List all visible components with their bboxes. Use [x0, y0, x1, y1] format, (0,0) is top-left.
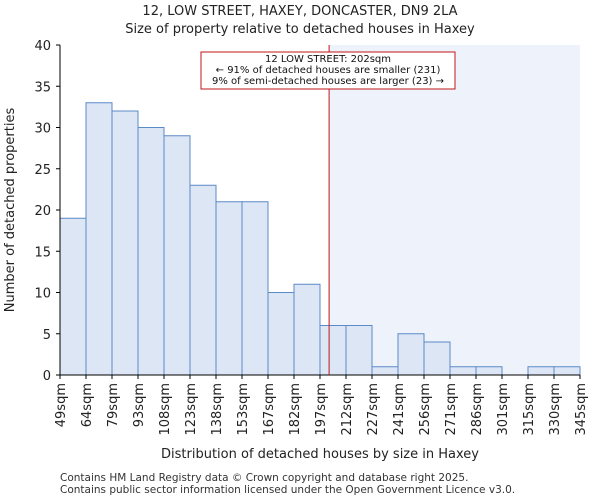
- bar-138sqm: [215, 201, 243, 376]
- y-axis-label: Number of detached properties: [3, 108, 18, 313]
- bar-271sqm: [449, 366, 477, 376]
- annotation-line-1: 12 LOW STREET: 202sqm: [265, 54, 391, 65]
- y-tick-label: 40: [34, 39, 51, 54]
- y-tick-label: 15: [34, 245, 51, 260]
- y-tick-label: 30: [34, 122, 51, 137]
- bar-79sqm: [111, 110, 139, 376]
- x-tick-label: 197sqm: [314, 383, 329, 436]
- y-tick-label: 5: [43, 328, 51, 343]
- bar-286sqm: [475, 366, 503, 376]
- bar-197sqm: [319, 325, 347, 376]
- chart-subtitle: Size of property relative to detached ho…: [125, 22, 475, 37]
- footer-line-1: Contains HM Land Registry data © Crown c…: [60, 472, 468, 484]
- y-ticks: 0 5 10 15 20 25 30 35 40: [34, 39, 60, 384]
- x-tick-label: 64sqm: [80, 383, 95, 427]
- bar-123sqm: [189, 184, 217, 376]
- x-tick-label: 345sqm: [574, 383, 589, 436]
- annotation-line-2: ← 91% of detached houses are smaller (23…: [216, 65, 441, 76]
- x-tick-label: 49sqm: [54, 383, 69, 427]
- bar-182sqm: [293, 283, 321, 376]
- y-tick-label: 35: [34, 80, 51, 95]
- x-tick-label: 108sqm: [158, 383, 173, 436]
- bar-256sqm: [423, 341, 451, 376]
- bar-315sqm: [527, 366, 555, 376]
- bar-93sqm: [137, 127, 165, 376]
- x-tick-label: 241sqm: [392, 383, 407, 436]
- footer-line-2: Contains public sector information licen…: [60, 484, 515, 496]
- bar-153sqm: [241, 201, 269, 376]
- bar-64sqm: [85, 102, 113, 376]
- x-axis-label: Distribution of detached houses by size …: [161, 447, 479, 462]
- x-tick-label: 330sqm: [548, 383, 563, 436]
- y-tick-label: 25: [34, 163, 51, 178]
- x-tick-label: 212sqm: [340, 383, 355, 436]
- x-ticks: 49sqm 64sqm 79sqm 93sqm 108sqm 123sqm 138sqm 15…: [54, 375, 589, 436]
- y-tick-label: 20: [34, 204, 51, 219]
- x-tick-label: 315sqm: [522, 383, 537, 436]
- x-tick-label: 301sqm: [496, 383, 511, 436]
- bar-108sqm: [163, 135, 191, 376]
- annotation-box: 12 LOW STREET: 202sqm ← 91% of detached …: [200, 51, 456, 90]
- bar-212sqm: [345, 325, 373, 376]
- y-tick-label: 10: [34, 287, 51, 302]
- x-tick-label: 227sqm: [366, 383, 381, 436]
- x-tick-label: 182sqm: [288, 383, 303, 436]
- x-tick-label: 271sqm: [444, 383, 459, 436]
- bar-49sqm: [59, 217, 87, 376]
- x-tick-label: 167sqm: [262, 383, 277, 436]
- x-tick-label: 138sqm: [210, 383, 225, 436]
- x-tick-label: 123sqm: [184, 383, 199, 436]
- bars: [59, 102, 581, 376]
- larger-region-highlight: [329, 45, 580, 375]
- bar-167sqm: [267, 292, 295, 376]
- annotation-line-3: 9% of semi-detached houses are larger (2…: [212, 76, 444, 87]
- chart-title: 12, LOW STREET, HAXEY, DONCASTER, DN9 2L…: [142, 4, 457, 19]
- x-tick-label: 256sqm: [418, 383, 433, 436]
- x-tick-label: 153sqm: [236, 383, 251, 436]
- x-tick-label: 286sqm: [470, 383, 485, 436]
- bar-227sqm: [371, 366, 399, 376]
- y-tick-label: 0: [43, 369, 51, 384]
- x-tick-label: 79sqm: [106, 383, 121, 427]
- bar-241sqm: [397, 333, 425, 376]
- bar-330sqm: [553, 366, 581, 376]
- x-tick-label: 93sqm: [132, 383, 147, 427]
